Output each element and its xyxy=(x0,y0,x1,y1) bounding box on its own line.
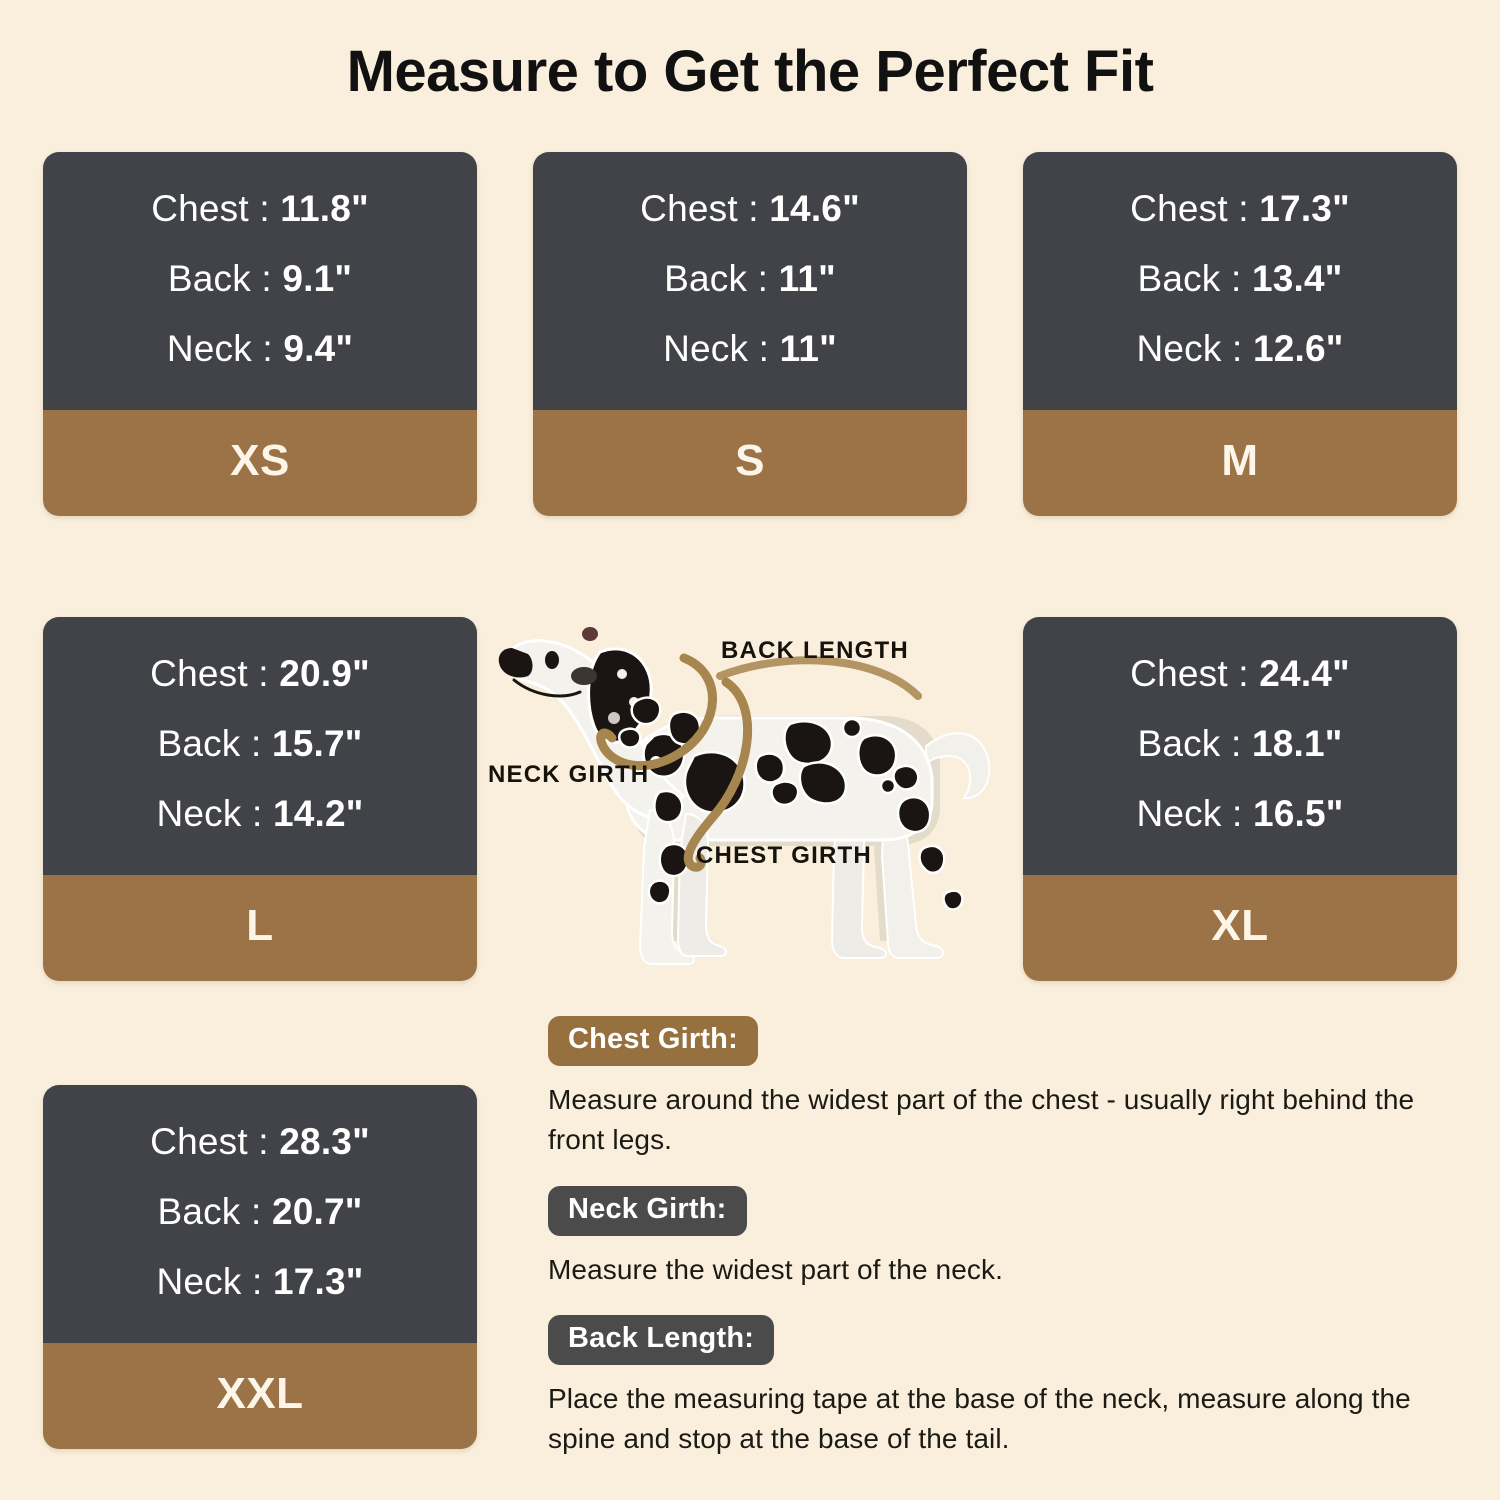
badge-neck-girth: Neck Girth: xyxy=(548,1185,747,1236)
measurement-value-neck: 9.4" xyxy=(283,328,354,369)
measurement-chest: Chest : 24.4" xyxy=(1033,639,1447,709)
measurement-value-neck: 12.6" xyxy=(1252,328,1344,369)
measurement-label-neck: Neck : xyxy=(156,793,263,834)
measurement-label-back: Back : xyxy=(1137,723,1242,764)
neck-girth-label: NECK GIRTH xyxy=(488,761,650,788)
measurement-instructions: Chest Girth: Measure around the widest p… xyxy=(548,1016,1453,1459)
dog-mouth xyxy=(512,678,582,698)
measurement-label-neck: Neck : xyxy=(1136,793,1243,834)
badge-back-length: Back Length: xyxy=(548,1315,775,1366)
size-card-l[interactable]: Chest : 20.9" Back : 15.7" Neck : 14.2" … xyxy=(43,617,477,981)
size-card-body: Chest : 14.6" Back : 11" Neck : 11" xyxy=(533,152,967,410)
dog-muzzle-spot xyxy=(571,667,597,685)
size-card-xl[interactable]: Chest : 24.4" Back : 18.1" Neck : 16.5" … xyxy=(1023,617,1457,981)
measurement-neck: Neck : 12.6" xyxy=(1033,314,1447,384)
measurement-label-back: Back : xyxy=(167,258,272,299)
dog-eye xyxy=(545,651,559,669)
measurement-neck: Neck : 14.2" xyxy=(53,779,467,849)
size-label-l: L xyxy=(43,875,477,981)
instruction-chest-girth: Chest Girth: Measure around the widest p… xyxy=(548,1016,1453,1160)
back-length-label: BACK LENGTH xyxy=(721,637,909,664)
size-card-body: Chest : 11.8" Back : 9.1" Neck : 9.4" xyxy=(43,152,477,410)
instruction-back-length: Back Length: Place the measuring tape at… xyxy=(548,1315,1453,1459)
measurement-value-neck: 11" xyxy=(779,328,837,369)
measurement-value-back: 11" xyxy=(778,258,836,299)
measurement-label-back: Back : xyxy=(157,723,262,764)
measurement-back: Back : 18.1" xyxy=(1033,709,1447,779)
measurement-label-back: Back : xyxy=(1137,258,1242,299)
measurement-back: Back : 20.7" xyxy=(53,1177,467,1247)
measurement-label-neck: Neck : xyxy=(1136,328,1243,369)
measurement-label-neck: Neck : xyxy=(166,328,273,369)
size-card-xs[interactable]: Chest : 11.8" Back : 9.1" Neck : 9.4" XS xyxy=(43,152,477,516)
measurement-value-neck: 17.3" xyxy=(272,1261,364,1302)
measurement-chest: Chest : 14.6" xyxy=(543,174,957,244)
measurement-value-back: 13.4" xyxy=(1251,258,1343,299)
measurement-label-neck: Neck : xyxy=(663,328,770,369)
measurement-value-neck: 14.2" xyxy=(272,793,364,834)
dog-eye-spot xyxy=(582,627,598,641)
size-card-body: Chest : 20.9" Back : 15.7" Neck : 14.2" xyxy=(43,617,477,875)
size-label-m: M xyxy=(1023,410,1457,516)
measurement-neck: Neck : 17.3" xyxy=(53,1247,467,1317)
measurement-label-chest: Chest : xyxy=(1130,653,1249,694)
chest-girth-label: CHEST GIRTH xyxy=(696,842,872,869)
size-card-body: Chest : 17.3" Back : 13.4" Neck : 12.6" xyxy=(1023,152,1457,410)
description-chest-girth: Measure around the widest part of the ch… xyxy=(548,1084,1415,1155)
measurement-label-chest: Chest : xyxy=(150,1121,269,1162)
measurement-value-chest: 11.8" xyxy=(280,188,369,229)
measurement-value-neck: 16.5" xyxy=(1252,793,1344,834)
back-length-arc xyxy=(716,656,922,700)
measurement-value-chest: 20.9" xyxy=(279,653,370,694)
chest-girth-arc xyxy=(683,677,753,872)
measurement-label-chest: Chest : xyxy=(1130,188,1249,229)
measurement-value-chest: 14.6" xyxy=(769,188,860,229)
measurement-value-back: 9.1" xyxy=(282,258,353,299)
measurement-value-chest: 24.4" xyxy=(1259,653,1350,694)
dog-measurement-diagram: BACK LENGTH NECK GIRTH CHEST GIRTH xyxy=(488,596,1008,1006)
measurement-value-back: 15.7" xyxy=(271,723,363,764)
measurement-arcs xyxy=(596,653,922,872)
measurement-label-back: Back : xyxy=(664,258,769,299)
description-neck-girth: Measure the widest part of the neck. xyxy=(548,1253,1003,1285)
measurement-value-back: 18.1" xyxy=(1251,723,1343,764)
neck-girth-arc xyxy=(596,653,717,770)
measurement-label-neck: Neck : xyxy=(156,1261,263,1302)
size-label-xs: XS xyxy=(43,410,477,516)
measurement-neck: Neck : 16.5" xyxy=(1033,779,1447,849)
measurement-chest: Chest : 17.3" xyxy=(1033,174,1447,244)
measurement-label-chest: Chest : xyxy=(640,188,759,229)
measurement-chest: Chest : 11.8" xyxy=(53,174,467,244)
description-back-length: Place the measuring tape at the base of … xyxy=(548,1383,1411,1454)
instruction-neck-girth: Neck Girth: Measure the widest part of t… xyxy=(548,1185,1453,1290)
measurement-label-chest: Chest : xyxy=(151,188,270,229)
size-card-s[interactable]: Chest : 14.6" Back : 11" Neck : 11" S xyxy=(533,152,967,516)
measurement-back: Back : 15.7" xyxy=(53,709,467,779)
measurement-back: Back : 9.1" xyxy=(53,244,467,314)
badge-chest-girth: Chest Girth: xyxy=(548,1016,758,1066)
measurement-value-back: 20.7" xyxy=(271,1191,363,1232)
size-card-body: Chest : 28.3" Back : 20.7" Neck : 17.3" xyxy=(43,1085,477,1343)
measurement-label-back: Back : xyxy=(157,1191,262,1232)
measurement-back: Back : 13.4" xyxy=(1033,244,1447,314)
measurement-value-chest: 28.3" xyxy=(279,1121,370,1162)
size-card-body: Chest : 24.4" Back : 18.1" Neck : 16.5" xyxy=(1023,617,1457,875)
measurement-value-chest: 17.3" xyxy=(1259,188,1350,229)
size-label-xxl: XXL xyxy=(43,1343,477,1449)
measurement-label-chest: Chest : xyxy=(150,653,269,694)
measurement-neck: Neck : 9.4" xyxy=(53,314,467,384)
measurement-back: Back : 11" xyxy=(543,244,957,314)
dog-nose xyxy=(498,648,533,678)
page-title: Measure to Get the Perfect Fit xyxy=(346,39,1154,104)
size-card-m[interactable]: Chest : 17.3" Back : 13.4" Neck : 12.6" … xyxy=(1023,152,1457,516)
measurement-chest: Chest : 20.9" xyxy=(53,639,467,709)
dog-illustration-icon xyxy=(498,627,991,965)
measurement-neck: Neck : 11" xyxy=(543,314,957,384)
measurement-chest: Chest : 28.3" xyxy=(53,1107,467,1177)
dog-tail xyxy=(925,732,991,800)
size-card-xxl[interactable]: Chest : 28.3" Back : 20.7" Neck : 17.3" … xyxy=(43,1085,477,1449)
size-label-s: S xyxy=(533,410,967,516)
size-label-xl: XL xyxy=(1023,875,1457,981)
